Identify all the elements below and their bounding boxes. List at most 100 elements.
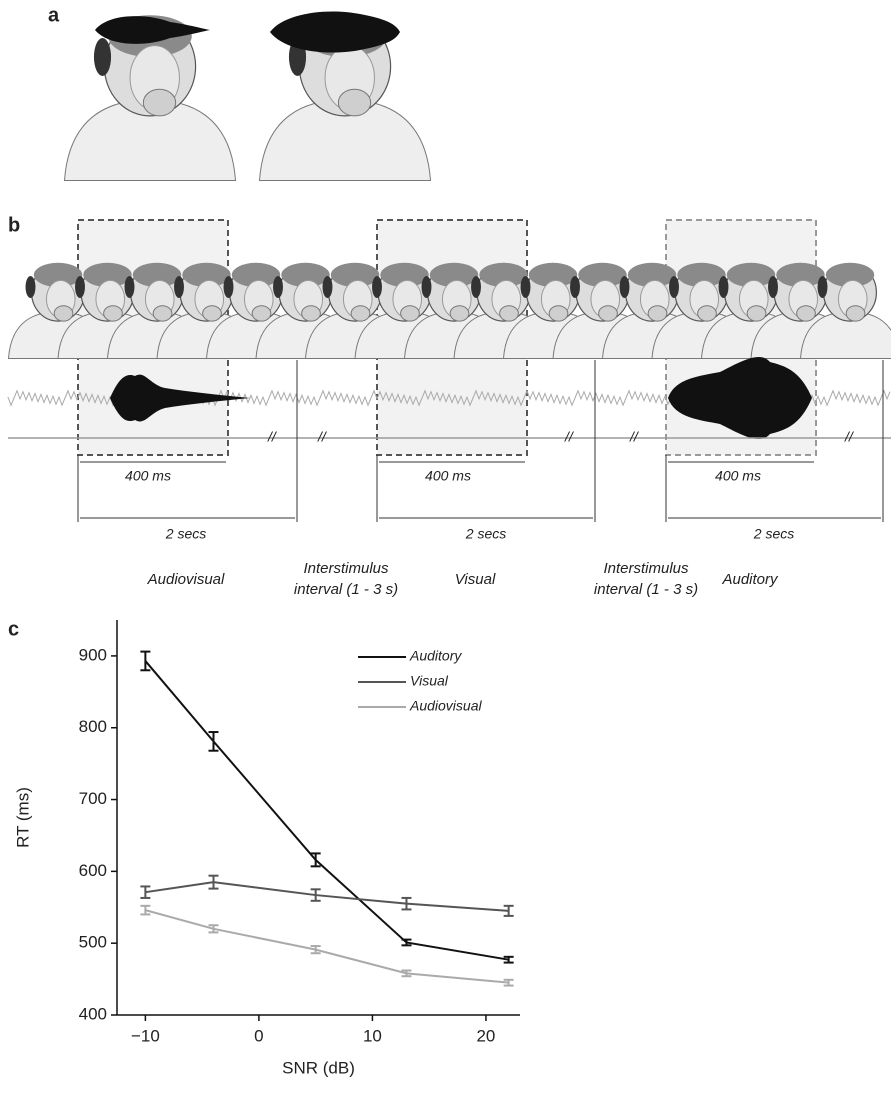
- monkey-muzzle: [449, 305, 470, 322]
- monkey-cap: [281, 262, 330, 287]
- monkey-cap: [330, 262, 380, 287]
- time-brackets: [77, 360, 884, 522]
- monkey-muzzle: [142, 88, 177, 117]
- monkey-muzzle: [53, 305, 74, 322]
- monkey-ear: [93, 38, 112, 76]
- monkey-cap: [33, 262, 83, 287]
- monkey-ear: [372, 276, 382, 298]
- monkey-ear: [322, 276, 333, 298]
- monkey-ear: [718, 276, 729, 298]
- monkey-ear: [75, 276, 85, 298]
- audio-waveform: [270, 11, 400, 53]
- stimulus-images: [63, 11, 432, 181]
- condition-label: Visual: [455, 571, 496, 588]
- y-tick-label: 600: [79, 861, 107, 880]
- monkey-ear: [223, 276, 234, 298]
- face-sequence: [7, 262, 891, 359]
- interval-label: Interstimulus: [303, 560, 389, 577]
- monkey-muzzle: [746, 305, 767, 322]
- monkey-ear: [669, 276, 679, 298]
- monkey-muzzle: [301, 305, 321, 322]
- condition-label: Audiovisual: [147, 571, 225, 588]
- monkey-cap: [182, 262, 231, 287]
- line-chart: 400 500 600 700 800 900 −10 0 10 20 SNR (dB) RT (ms…: [13, 620, 520, 1077]
- break-mark: //: [317, 429, 328, 445]
- trial-duration: 2 secs: [753, 526, 794, 542]
- break-mark: //: [267, 429, 278, 445]
- x-tick-label: 10: [363, 1026, 382, 1045]
- monkey-ear: [273, 276, 283, 298]
- monkey-cap: [429, 262, 479, 287]
- monkey-muzzle: [548, 305, 569, 322]
- series-line: [145, 881, 509, 912]
- monkey-ear: [570, 276, 580, 298]
- break-mark: //: [564, 429, 575, 445]
- monkey-cap: [528, 262, 578, 287]
- interval-label: Interstimulus: [603, 560, 689, 577]
- y-tick-label: 400: [79, 1004, 107, 1023]
- monkey-muzzle: [647, 305, 668, 322]
- x-tick-label: −10: [131, 1026, 160, 1045]
- audio-waveform: [668, 356, 812, 440]
- monkey-ear: [817, 276, 828, 298]
- monkey-cap: [132, 262, 182, 287]
- break-mark: //: [629, 429, 640, 445]
- legend-label: Visual: [410, 673, 449, 689]
- audio-waveform: [95, 16, 210, 44]
- monkey-muzzle: [337, 88, 372, 117]
- x-axis-label: SNR (dB): [282, 1058, 355, 1077]
- monkey-ear: [768, 276, 778, 298]
- series-line: [145, 909, 509, 984]
- monkey-ear: [471, 276, 481, 298]
- monkey-muzzle: [152, 305, 173, 322]
- interval-label: interval (1 - 3 s): [294, 581, 398, 598]
- audio-waveform: [110, 374, 250, 422]
- stimulus-duration: 400 ms: [125, 468, 171, 484]
- monkey-muzzle: [499, 305, 519, 322]
- x-tick-label: 20: [476, 1026, 495, 1045]
- legend-label: Audiovisual: [409, 698, 482, 714]
- monkey-cap: [825, 262, 875, 287]
- panel-label: a: [48, 4, 60, 26]
- monkey-cap: [677, 262, 726, 287]
- stimulus-duration: 400 ms: [425, 468, 471, 484]
- monkey-ear: [520, 276, 531, 298]
- monkey-muzzle: [845, 305, 866, 322]
- monkey-muzzle: [697, 305, 717, 322]
- monkey-muzzle: [202, 305, 222, 322]
- monkey-cap: [231, 262, 281, 287]
- trial-duration: 2 secs: [465, 526, 506, 542]
- monkey-cap: [380, 262, 429, 287]
- stimulus-duration: 400 ms: [715, 468, 761, 484]
- trial-duration: 2 secs: [165, 526, 206, 542]
- monkey-ear: [25, 276, 36, 298]
- monkey-ear: [421, 276, 432, 298]
- y-tick-label: 900: [79, 645, 107, 664]
- monkey-muzzle: [796, 305, 816, 322]
- interval-label: interval (1 - 3 s): [594, 581, 698, 598]
- y-tick-label: 500: [79, 933, 107, 952]
- monkey-ear: [174, 276, 184, 298]
- monkey-ear: [124, 276, 135, 298]
- monkey-cap: [479, 262, 528, 287]
- y-axis-label: RT (ms): [13, 787, 32, 848]
- y-tick-label: 800: [79, 717, 107, 736]
- monkey-cap: [776, 262, 825, 287]
- monkey-cap: [726, 262, 776, 287]
- monkey-ear: [619, 276, 630, 298]
- panel-label: b: [8, 214, 20, 236]
- panel-label: c: [8, 618, 19, 640]
- monkey-cap: [83, 262, 132, 287]
- monkey-muzzle: [251, 305, 272, 322]
- break-marks: // // // // //: [267, 429, 855, 445]
- monkey-cap: [578, 262, 627, 287]
- y-tick-label: 700: [79, 789, 107, 808]
- condition-label: Auditory: [721, 571, 779, 588]
- break-mark: //: [844, 429, 855, 445]
- monkey-muzzle: [103, 305, 123, 322]
- monkey-cap: [627, 262, 677, 287]
- x-tick-label: 0: [254, 1026, 263, 1045]
- monkey-muzzle: [400, 305, 420, 322]
- monkey-muzzle: [598, 305, 618, 322]
